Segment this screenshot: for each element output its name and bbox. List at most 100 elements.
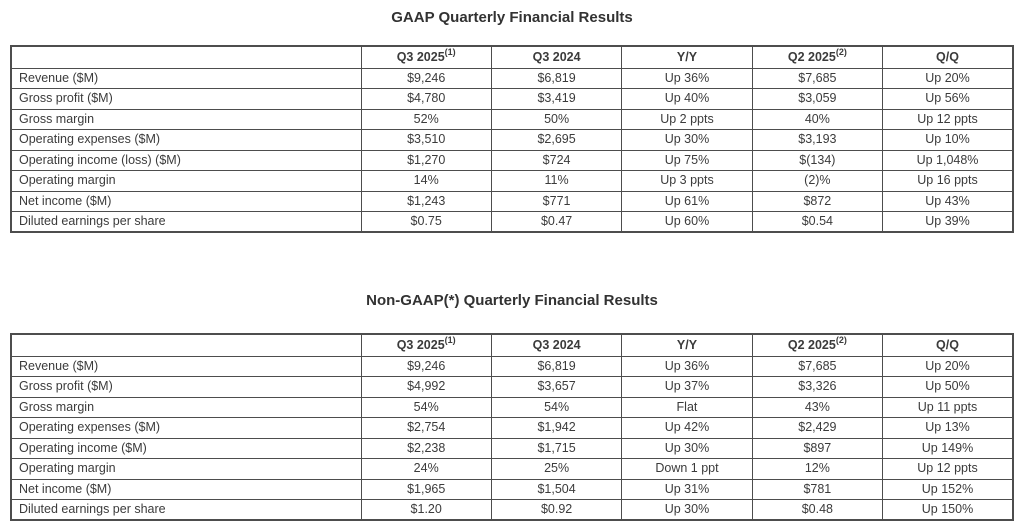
value-cell: Up 149% [882, 437, 1014, 459]
value-cell: Up 30% [621, 437, 753, 459]
column-header: Q3 2025(1) [360, 333, 492, 357]
value-cell: $781 [751, 478, 884, 500]
value-cell: $872 [751, 190, 884, 212]
table-row: Net income ($M) $1,965 $1,504 Up 31% $781 Up … [10, 478, 1014, 500]
value-cell: Up 150% [882, 499, 1014, 521]
value-cell: Up 30% [621, 129, 753, 151]
value-cell: $2,754 [360, 417, 492, 439]
table-row: Gross margin 52% 50% Up 2 ppts 40% Up 12 ppts [10, 108, 1014, 130]
value-cell: Up 1,048% [882, 149, 1014, 171]
value-cell: $9,246 [360, 355, 492, 377]
column-header [10, 45, 362, 69]
value-cell: Up 75% [621, 149, 753, 171]
table-row: Gross profit ($M) $4,992 $3,657 Up 37% $3,32… [10, 376, 1014, 398]
table-row: Diluted earnings per share $1.20 $0.92 Up 3… [10, 499, 1014, 521]
column-header: Y/Y [621, 333, 753, 357]
footnote-superscript: (1) [444, 46, 456, 57]
value-cell: $4,992 [360, 376, 492, 398]
table-row: Gross profit ($M) $4,780 $3,419 Up 40% $3,05… [10, 88, 1014, 110]
table-row: Net income ($M) $1,243 $771 Up 61% $872 Up 43… [10, 190, 1014, 212]
value-cell: Up 20% [882, 67, 1014, 89]
value-cell: Up 56% [882, 88, 1014, 110]
value-cell: $1,243 [360, 190, 492, 212]
value-cell: $0.47 [490, 211, 623, 233]
value-cell: Up 11 ppts [882, 396, 1014, 418]
value-cell: Up 12 ppts [882, 458, 1014, 480]
value-cell: 54% [360, 396, 492, 418]
value-cell: Up 30% [621, 499, 753, 521]
table-row: Operating expenses ($M) $2,754 $1,942 Up 42… [10, 417, 1014, 439]
non-gaap-results-table: Q3 2025(1) Q3 2024 Y/Y Q2 2025(2) Q/Q Revenu… [10, 333, 1014, 521]
table-row: Revenue ($M) $9,246 $6,819 Up 36% $7,685 Up 2… [10, 67, 1014, 89]
column-header: Q3 2025(1) [360, 45, 492, 69]
value-cell: $4,780 [360, 88, 492, 110]
row-label: Revenue ($M) [10, 355, 362, 377]
value-cell: Up 12 ppts [882, 108, 1014, 130]
value-cell: Up 39% [882, 211, 1014, 233]
value-cell: Up 16 ppts [882, 170, 1014, 192]
value-cell: Up 13% [882, 417, 1014, 439]
value-cell: $724 [490, 149, 623, 171]
value-cell: $0.48 [751, 499, 884, 521]
row-label: Operating income (loss) ($M) [10, 149, 362, 171]
value-cell: $0.92 [490, 499, 623, 521]
column-header [10, 333, 362, 357]
column-header: Q/Q [882, 45, 1014, 69]
footnote-superscript: (2) [835, 334, 847, 345]
column-header: Q2 2025(2) [751, 45, 884, 69]
table-row: Operating expenses ($M) $3,510 $2,695 Up 30… [10, 129, 1014, 151]
gaap-results-table: Q3 2025(1) Q3 2024 Y/Y Q2 2025(2) Q/Q Revenu… [10, 45, 1014, 233]
header-row: Q3 2025(1) Q3 2024 Y/Y Q2 2025(2) Q/Q [10, 333, 1014, 357]
value-cell: 43% [751, 396, 884, 418]
value-cell: $1.20 [360, 499, 492, 521]
value-cell: 24% [360, 458, 492, 480]
value-cell: Down 1 ppt [621, 458, 753, 480]
value-cell: $3,657 [490, 376, 623, 398]
row-label: Net income ($M) [10, 190, 362, 212]
table-row: Operating margin 24% 25% Down 1 ppt 12% Up 12… [10, 458, 1014, 480]
value-cell: $7,685 [751, 67, 884, 89]
row-label: Revenue ($M) [10, 67, 362, 89]
value-cell: $2,429 [751, 417, 884, 439]
row-label: Net income ($M) [10, 478, 362, 500]
value-cell: 40% [751, 108, 884, 130]
value-cell: $1,942 [490, 417, 623, 439]
value-cell: Up 40% [621, 88, 753, 110]
row-label: Diluted earnings per share [10, 211, 362, 233]
column-header: Y/Y [621, 45, 753, 69]
column-header: Q/Q [882, 333, 1014, 357]
value-cell: $1,270 [360, 149, 492, 171]
table-row: Revenue ($M) $9,246 $6,819 Up 36% $7,685 Up 2… [10, 355, 1014, 377]
value-cell: 11% [490, 170, 623, 192]
value-cell: (2)% [751, 170, 884, 192]
value-cell: Up 2 ppts [621, 108, 753, 130]
row-label: Gross profit ($M) [10, 88, 362, 110]
value-cell: $1,965 [360, 478, 492, 500]
footnote-superscript: (1) [444, 334, 456, 345]
column-header: Q2 2025(2) [751, 333, 884, 357]
value-cell: 54% [490, 396, 623, 418]
value-cell: Up 152% [882, 478, 1014, 500]
value-cell: $1,715 [490, 437, 623, 459]
value-cell: $0.75 [360, 211, 492, 233]
value-cell: $0.54 [751, 211, 884, 233]
column-header: Q3 2024 [490, 45, 623, 69]
value-cell: Up 10% [882, 129, 1014, 151]
row-label: Operating expenses ($M) [10, 129, 362, 151]
value-cell: Up 61% [621, 190, 753, 212]
table-row: Operating margin 14% 11% Up 3 ppts (2)% Up 16… [10, 170, 1014, 192]
gaap-table-title: GAAP Quarterly Financial Results [391, 9, 633, 26]
value-cell: Up 60% [621, 211, 753, 233]
value-cell: 14% [360, 170, 492, 192]
value-cell: $2,238 [360, 437, 492, 459]
row-label: Operating expenses ($M) [10, 417, 362, 439]
row-label: Gross margin [10, 396, 362, 418]
header-row: Q3 2025(1) Q3 2024 Y/Y Q2 2025(2) Q/Q [10, 45, 1014, 69]
value-cell: Up 43% [882, 190, 1014, 212]
table-row: Operating income (loss) ($M) $1,270 $724 Up… [10, 149, 1014, 171]
table-row: Gross margin 54% 54% Flat 43% Up 11 ppts [10, 396, 1014, 418]
value-cell: Up 36% [621, 67, 753, 89]
footnote-superscript: (2) [835, 46, 847, 57]
value-cell: $1,504 [490, 478, 623, 500]
